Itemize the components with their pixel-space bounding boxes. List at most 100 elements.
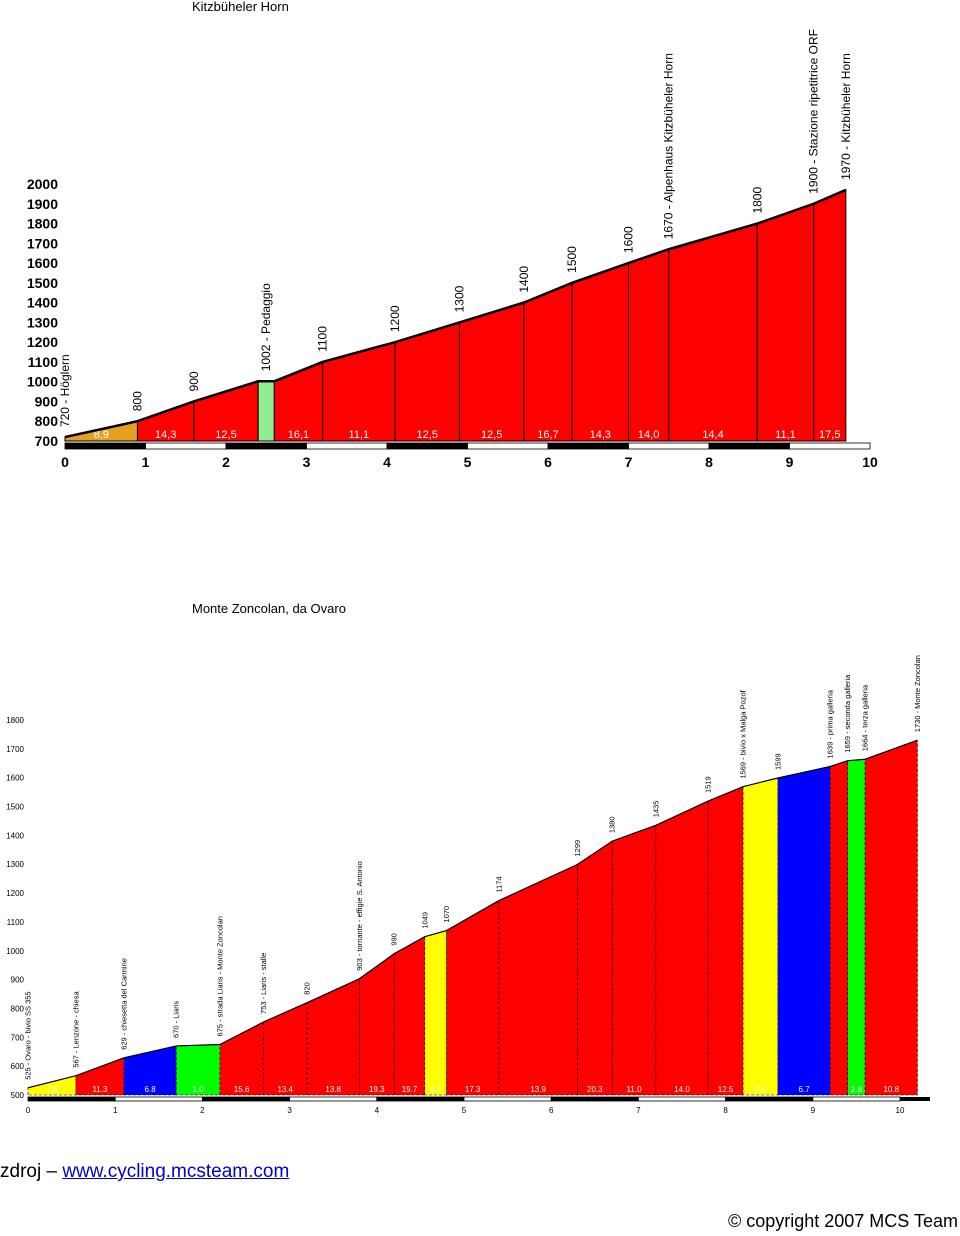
elevation-point-label: 1500 [565,246,579,273]
elevation-point-label: 1664 - terza galleria [861,684,870,751]
km-scale-block [467,442,549,450]
elevation-point-label: 720 - Höglern [58,354,72,427]
gradient-segment [847,758,866,1096]
elevation-point-label: 1800 [750,187,764,214]
gradient-label: 13.4 [277,1085,293,1094]
monte-zoncolan-profile-chart: Monte Zoncolan, da Ovaro 500 600 700 800 900 1… [6,601,930,1115]
gradient-segment [257,380,275,442]
km-scale-block [114,1096,203,1102]
km-scale-block [789,442,871,450]
x-tick-label: 2 [222,454,230,470]
y-tick-label: 800 [11,1004,25,1013]
elevation-point-label: 670 - Liaris [172,1001,181,1038]
profile-line [64,188,847,439]
elevation-point-label: 1400 [517,266,531,293]
x-tick-label: 7 [636,1106,641,1115]
elevation-point-label: 1599 [773,753,782,770]
elevation-point-label: 1569 - bivio x Malga Pozof [739,689,748,778]
y-tick-label: 800 [35,413,59,429]
y-tick-label: 500 [11,1091,25,1100]
elevation-point-label: 1900 - Stazione ripetitrice ORF [807,29,821,194]
x-tick-label: 2 [200,1106,205,1115]
gradient-segment [393,936,426,1096]
gradient-segment [577,840,613,1096]
elevation-point-label: 800 [130,391,144,411]
gradient-label: 13.8 [325,1085,341,1094]
elevation-point-label: 1519 [704,776,713,793]
x-tick-label: 5 [462,1106,467,1115]
gradient-segment [322,341,396,442]
elevation-point-label: 753 - Liaris - stalle [259,953,268,1014]
gradient-label: 16,7 [537,429,558,441]
y-tick-label: 1300 [6,860,24,869]
gradient-segment [864,739,918,1096]
y-tick-label: 1100 [28,354,59,370]
km-scale-block [376,1096,465,1102]
y-tick-label: 600 [11,1062,25,1071]
km-scale-block [306,442,388,450]
source-line: zdroj – www.cycling.mcsteam.com [0,1161,289,1183]
gradient-segment [628,248,670,442]
x-tick-label: 1 [142,454,150,470]
gradient-segment [668,222,758,442]
x-tick-label: 8 [705,454,713,470]
gradient-segment [571,262,629,442]
gradient-label: 8,9 [94,429,109,441]
gradient-label: 7.5 [755,1085,767,1094]
km-scale-block [64,442,146,450]
y-tick-label: 1000 [6,947,24,956]
gradient-label: 19.3 [369,1085,385,1094]
elevation-point-label: 1380 [608,816,617,833]
gradient-label: 17,5 [819,429,840,441]
x-tick-label: 6 [549,1106,554,1115]
gradient-label: 12.5 [718,1085,734,1094]
source-link[interactable]: www.cycling.mcsteam.com [62,1161,290,1182]
x-tick-label: 1 [113,1106,118,1115]
elevation-point-label: 1730 - Monte Zoncolan [913,655,922,732]
km-scale-block [547,442,629,450]
gradient-segment [611,824,657,1096]
km-scale-block [725,1096,814,1102]
x-tick-label: 9 [786,454,794,470]
elevation-point-label: 1299 [573,840,582,857]
y-tick-label: 900 [11,976,25,985]
y-tick-label: 1400 [27,295,58,311]
gradient-label: 19.7 [402,1085,418,1094]
gradient-label: 1.0 [192,1085,204,1094]
x-tick-label: 6 [544,454,552,470]
gradient-label: 8.4 [430,1085,442,1094]
km-scale-block [638,1096,727,1102]
elevation-point-label: 1600 [622,226,636,253]
y-tick-label: 1200 [6,889,24,898]
km-scale-block [812,1096,901,1102]
profile-line [27,739,918,1089]
x-tick-label: 0 [61,454,69,470]
gradient-segment [655,800,709,1096]
y-tick-label: 900 [35,393,59,409]
km-scale-block [289,1096,378,1102]
km-scale-block [225,442,307,450]
gradient-label: 14.0 [674,1085,690,1094]
gradient-label: 14,3 [590,429,611,441]
gradient-label: 6.8 [145,1085,157,1094]
y-tick-label: 700 [35,433,59,449]
x-tick-label: 3 [287,1106,292,1115]
y-tick-label: 1700 [27,235,58,251]
gradient-segment [219,1021,264,1096]
elevation-point-label: 1639 - prima galleria [826,689,835,758]
km-scale-block [201,1096,290,1102]
elevation-point-label: 903 - tornante - effigie S. Antonio [355,861,364,971]
elevation-point-label: 1970 - Kitzbüheler Horn [839,53,853,180]
y-tick-label: 1000 [27,374,58,390]
y-tick-label: 1600 [27,255,58,271]
gradient-segment [424,930,447,1096]
x-tick-label: 9 [811,1106,816,1115]
elevation-point-label: 1100 [316,326,330,352]
y-tick-label: 1300 [27,314,58,330]
source-prefix: zdroj – [0,1161,58,1182]
y-tick-label: 1500 [27,275,58,291]
km-scale-block [900,1097,930,1101]
y-tick-label: 1900 [27,196,58,212]
elevation-point-label: 1049 [420,912,429,929]
gradient-segment [498,864,578,1096]
